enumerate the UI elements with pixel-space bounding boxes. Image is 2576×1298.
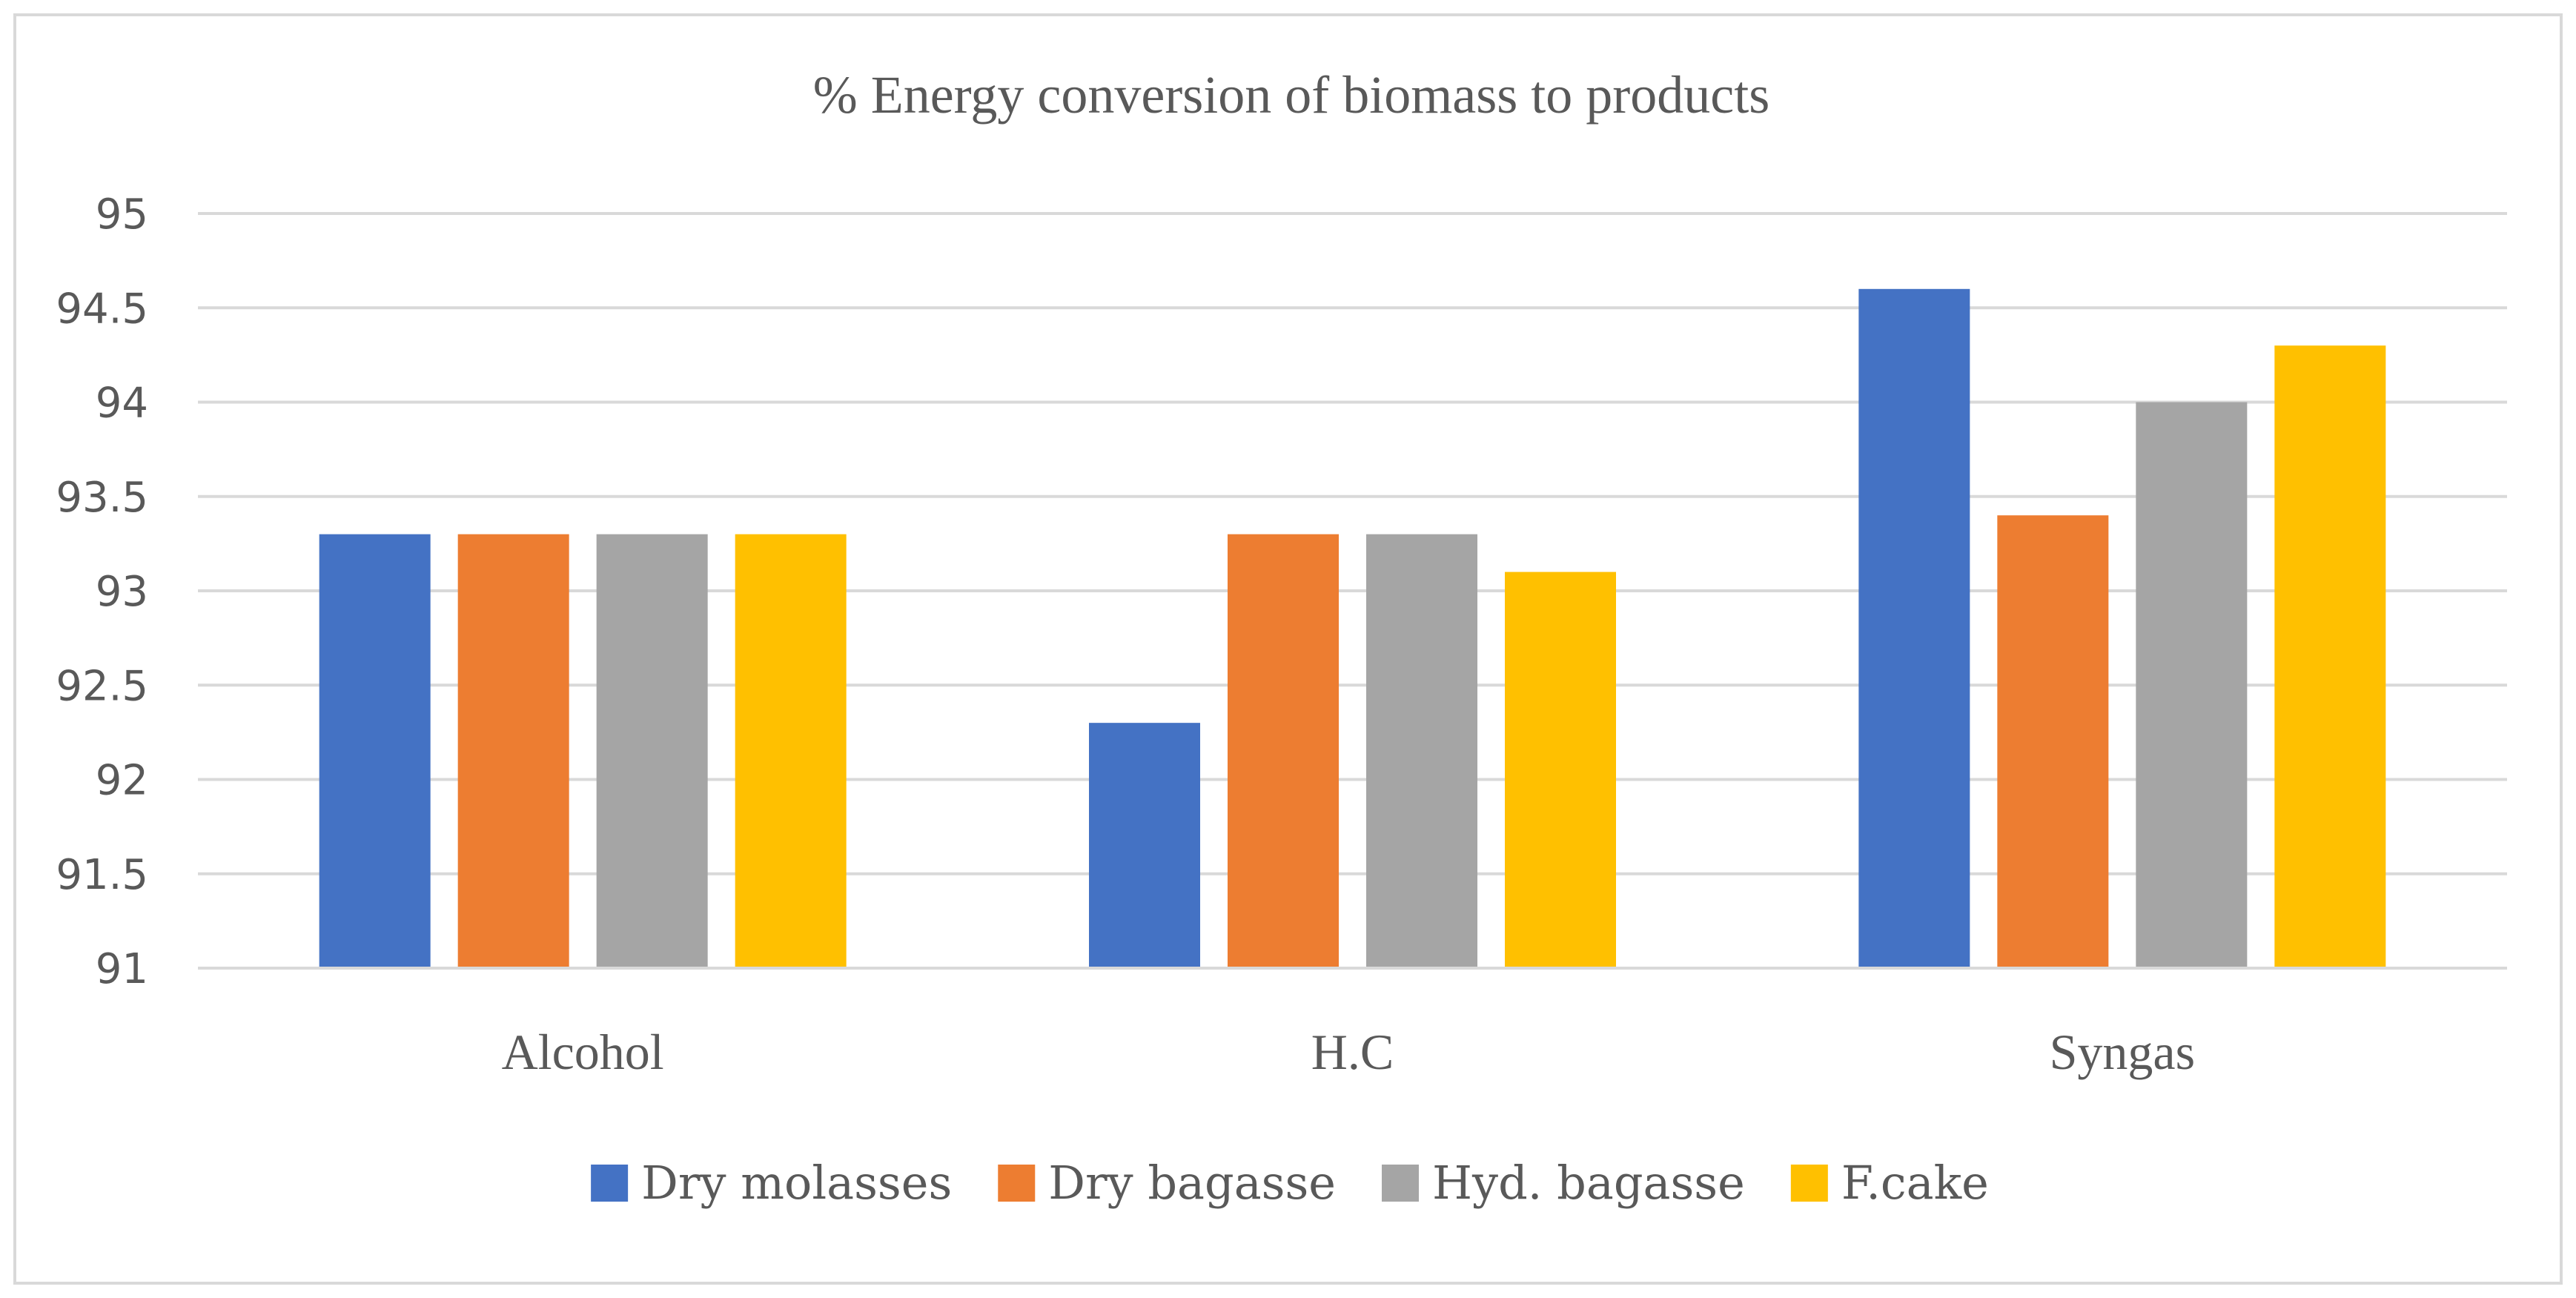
- chart-svg: % Energy conversion of biomass to produc…: [56, 65, 2507, 1210]
- legend-label: Hyd. bagasse: [1432, 1156, 1745, 1210]
- bar-dry-molasses-alcohol: [319, 534, 431, 968]
- legend-swatch: [998, 1165, 1036, 1202]
- y-tick-label: 92: [96, 757, 148, 805]
- y-axis-ticks: 91 91.5 92 92.5 93 93.5 94 94.5 95: [56, 191, 148, 993]
- legend-swatch: [1381, 1165, 1419, 1202]
- y-tick-label: 94: [96, 380, 148, 428]
- y-tick-label: 93.5: [56, 474, 148, 522]
- x-tick-label: Alcohol: [502, 1024, 664, 1080]
- y-tick-label: 91: [96, 945, 148, 993]
- bar-dry-bagasse-h-c: [1228, 534, 1339, 968]
- x-axis-ticks: Alcohol H.C Syngas: [502, 1024, 2195, 1080]
- y-tick-label: 95: [96, 191, 148, 239]
- chart-frame: % Energy conversion of biomass to produc…: [13, 13, 2563, 1285]
- y-tick-label: 93: [96, 568, 148, 616]
- bar-dry-molasses-syngas: [1858, 288, 1970, 968]
- gridlines: [198, 212, 2507, 970]
- bar-f-cake-h-c: [1505, 572, 1616, 968]
- bar-hyd-bagasse-h-c: [1366, 534, 1477, 968]
- y-tick-label: 94.5: [56, 285, 148, 333]
- bars: [198, 288, 2507, 970]
- bar-f-cake-syngas: [2274, 345, 2386, 968]
- y-tick-label: 92.5: [56, 662, 148, 710]
- bar-dry-bagasse-alcohol: [457, 534, 569, 968]
- bar-f-cake-alcohol: [735, 534, 847, 968]
- bar-dry-bagasse-syngas: [1997, 515, 2109, 968]
- legend: Dry molasses Dry bagasse Hyd. bagasse F.cak…: [591, 1156, 1989, 1210]
- legend-swatch: [1790, 1165, 1828, 1202]
- legend-label: F.cake: [1841, 1156, 1989, 1210]
- legend-swatch: [591, 1165, 629, 1202]
- legend-label: Dry bagasse: [1048, 1156, 1336, 1210]
- bar-hyd-bagasse-syngas: [2136, 402, 2248, 968]
- chart-title: % Energy conversion of biomass to produc…: [813, 65, 1769, 125]
- bar-dry-molasses-h-c: [1089, 723, 1200, 968]
- x-tick-label: H.C: [1311, 1024, 1394, 1080]
- legend-label: Dry molasses: [641, 1156, 952, 1210]
- x-tick-label: Syngas: [2050, 1024, 2195, 1080]
- y-tick-label: 91.5: [56, 851, 148, 899]
- bar-hyd-bagasse-alcohol: [596, 534, 708, 968]
